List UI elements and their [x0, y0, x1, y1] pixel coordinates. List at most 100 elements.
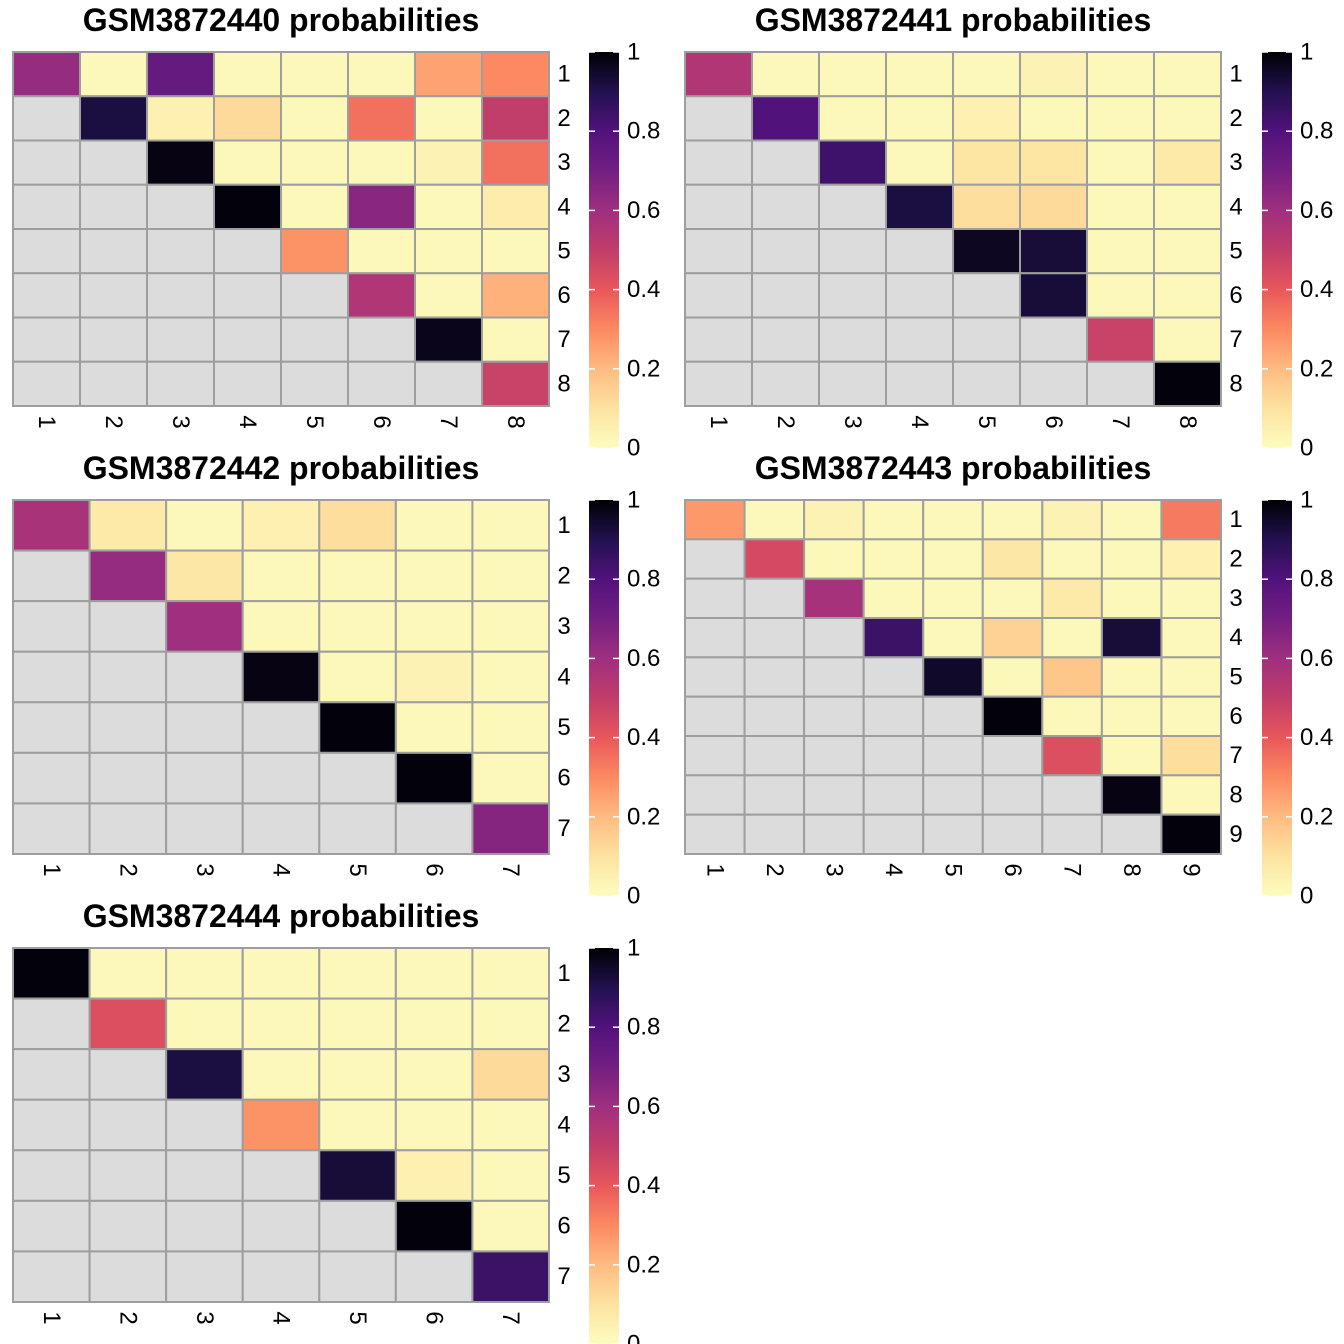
heatmap-cell: [414, 95, 483, 142]
heatmap-cell-empty: [818, 228, 887, 275]
heatmap-cell-empty: [684, 617, 746, 659]
heatmap-cell-empty: [165, 1149, 244, 1202]
heatmap-cell-empty: [684, 139, 753, 186]
row-tick-label: 3: [557, 1061, 570, 1088]
col-tick-label: 3: [191, 863, 218, 876]
heatmap-cell: [280, 95, 349, 142]
heatmap-cell: [481, 316, 550, 363]
heatmap-cell: [1041, 695, 1103, 738]
row-tick-label: 7: [1229, 326, 1242, 353]
heatmap-cell: [1086, 95, 1155, 142]
heatmap-cell-empty: [12, 316, 81, 363]
heatmap-cell: [347, 95, 416, 142]
heatmap-cell-empty: [12, 751, 91, 805]
heatmap-cell: [12, 499, 91, 552]
col-tick-label: 1: [701, 863, 728, 876]
row-tick-label: 2: [557, 105, 570, 132]
colorbar-tick-label: 0.6: [1300, 645, 1333, 672]
heatmap-cell: [885, 95, 954, 142]
heatmap-cell: [347, 51, 416, 98]
colorbar-tick-label: 1: [627, 39, 640, 66]
heatmap-cell: [394, 1098, 474, 1152]
heatmap-cell-empty: [280, 316, 349, 363]
heatmap-cell: [1041, 617, 1103, 659]
heatmap-cell-empty: [743, 774, 806, 816]
col-tick-label: 7: [435, 415, 462, 428]
heatmap-cell: [241, 947, 321, 1000]
row-tick-label: 6: [1229, 282, 1242, 309]
heatmap-cell-empty: [684, 316, 753, 363]
colorbar-tick-label: 0.4: [627, 724, 660, 751]
heatmap-cell: [471, 499, 550, 552]
heatmap-cell-empty: [280, 272, 349, 319]
heatmap-cell: [1041, 499, 1103, 541]
row-tick-label: 6: [557, 765, 570, 792]
heatmap-cell-empty: [12, 139, 81, 186]
colorbar-tick-label: 0.8: [627, 118, 660, 145]
heatmap-cell: [1019, 51, 1088, 98]
heatmap-cell: [1019, 228, 1088, 275]
heatmap-cell-empty: [862, 774, 925, 816]
heatmap-cell-empty: [862, 735, 925, 777]
heatmap-cell-empty: [241, 1199, 321, 1253]
colorbar-tick-label: 0.4: [627, 276, 660, 303]
panel-title: GSM3872444 probabilities: [83, 898, 480, 934]
row-tick-label: 7: [1229, 742, 1242, 769]
heatmap-cell: [394, 650, 474, 704]
col-tick-label: 8: [1174, 415, 1201, 428]
heatmap-cell-empty: [12, 183, 81, 230]
heatmap-cell: [414, 51, 483, 98]
heatmap-cell: [952, 139, 1021, 186]
colorbar-tick-label: 0.2: [627, 803, 660, 830]
heatmap-cell-empty: [862, 813, 925, 856]
heatmap-cell: [481, 183, 550, 230]
heatmap-cell: [394, 701, 474, 754]
heatmap-cell: [1153, 95, 1222, 142]
heatmap-cell-empty: [88, 751, 168, 805]
heatmap-cell-empty: [922, 695, 984, 738]
heatmap-cell: [471, 751, 550, 805]
heatmap-cell: [471, 701, 550, 754]
row-tick-label: 1: [557, 61, 570, 88]
heatmap-cell-empty: [12, 1250, 91, 1304]
row-tick-label: 1: [1229, 506, 1242, 533]
row-tick-label: 8: [557, 370, 570, 397]
heatmap-cell: [1019, 139, 1088, 186]
heatmap-cell: [1160, 695, 1223, 738]
heatmap-cell-empty: [862, 695, 925, 738]
heatmap-cell: [88, 947, 168, 1000]
row-tick-label: 2: [557, 562, 570, 589]
heatmap-cell: [981, 695, 1044, 738]
heatmap-cell: [1019, 183, 1088, 230]
heatmap-cell: [213, 183, 282, 230]
col-tick-label: 2: [100, 415, 127, 428]
heatmap-cell-empty: [79, 272, 148, 319]
heatmap-cell-empty: [213, 228, 282, 275]
heatmap-cell-empty: [751, 272, 820, 319]
heatmap-cell: [318, 600, 397, 653]
heatmap-cell-empty: [684, 735, 746, 777]
colorbar-tick-label: 0.2: [1300, 355, 1333, 382]
heatmap-cell-empty: [165, 751, 244, 805]
colorbar-tick-label: 0.6: [627, 1093, 660, 1120]
col-tick-label: 2: [114, 1311, 141, 1324]
col-tick-label: 3: [820, 863, 847, 876]
heatmap-cell: [394, 549, 474, 603]
colorbar-tick-label: 1: [627, 935, 640, 962]
heatmap-cell-empty: [12, 228, 81, 275]
heatmap-cell-empty: [165, 701, 244, 754]
col-tick-label: 8: [502, 415, 529, 428]
row-tick-label: 6: [557, 1213, 570, 1240]
heatmap-cell: [481, 272, 550, 319]
heatmap-cell: [394, 499, 474, 552]
colorbar-tick-label: 0.4: [1300, 724, 1333, 751]
heatmap-cell: [1160, 499, 1223, 541]
heatmap-panel-5: GSM3872444 probabilities 1 2 3 4 5 6 7 1 2 3 4 5 6 7 0 0…: [12, 898, 660, 1344]
heatmap-cell: [79, 51, 148, 98]
heatmap-cell: [241, 549, 321, 603]
heatmap-cell: [981, 499, 1044, 541]
heatmap-cell-empty: [818, 360, 887, 407]
col-tick-label: 5: [344, 1311, 371, 1324]
heatmap-cell: [280, 228, 349, 275]
